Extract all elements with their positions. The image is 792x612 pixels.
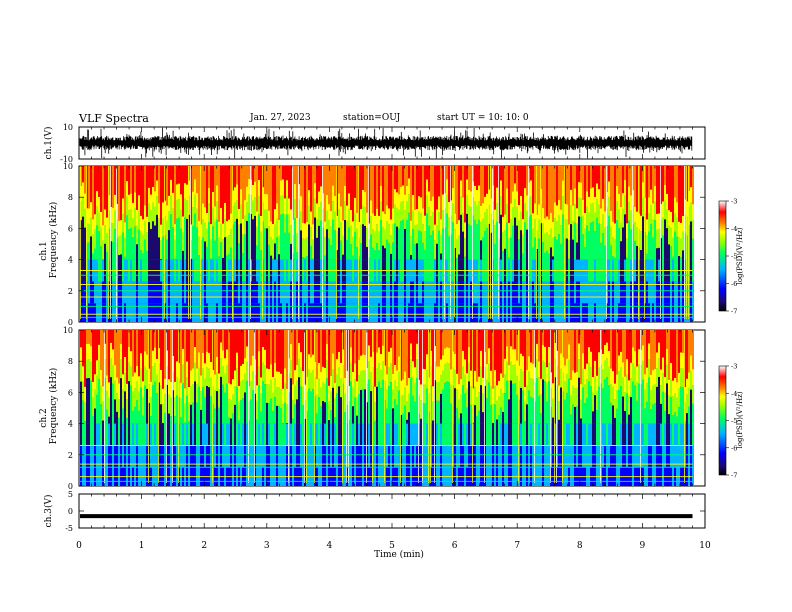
- y-tick-label: 4: [68, 420, 73, 429]
- y-tick-label: -10: [60, 155, 73, 164]
- colorbar-tick-label: -5: [731, 417, 737, 425]
- ch1-spec-ylabel-channel: ch.1: [39, 241, 49, 260]
- x-tick-label: 4: [327, 541, 333, 551]
- x-tick-label: 5: [389, 541, 395, 551]
- chart-title: VLF Spectra: [79, 112, 149, 125]
- colorbar-tick-label: -6: [731, 280, 737, 288]
- y-tick-label: 0: [68, 507, 73, 516]
- y-tick-label: 6: [68, 224, 73, 233]
- x-tick-label: 7: [514, 541, 520, 551]
- y-tick-label: 4: [68, 256, 73, 265]
- colorbar-tick-label: -6: [731, 444, 737, 452]
- y-tick-label: 2: [68, 287, 73, 296]
- colorbar-tick-label: -3: [731, 363, 737, 371]
- start-time-label: start UT = 10: 10: 0: [437, 113, 529, 123]
- y-tick-label: 10: [63, 123, 73, 132]
- colorbar-tick-label: -4: [731, 225, 737, 233]
- x-tick-label: 1: [139, 541, 145, 551]
- colorbar-ch1: [718, 200, 727, 312]
- x-tick-label: 6: [452, 541, 458, 551]
- ch2-spectrogram-plot: [80, 330, 694, 486]
- date-label: Jan. 27, 2023: [250, 113, 311, 123]
- ch2-spec-ylabel-channel: ch.2: [39, 408, 49, 427]
- ch3-waveform-frame: [78, 493, 706, 529]
- x-tick-label: 0: [76, 541, 82, 551]
- x-axis-label: Time (min): [374, 549, 424, 560]
- ch1-waveform-plot: [79, 127, 693, 159]
- x-tick-label: 3: [264, 541, 270, 551]
- colorbar-ch1-label: log(PSD)(V²/Hz): [736, 227, 744, 284]
- y-tick-label: 0: [68, 482, 73, 491]
- colorbar-tick-label: -7: [731, 308, 737, 316]
- y-tick-label: 0: [68, 318, 73, 327]
- x-tick-label: 9: [640, 541, 646, 551]
- x-tick-label: 10: [699, 541, 711, 551]
- colorbar-tick-label: -7: [731, 472, 737, 480]
- colorbar-tick-label: -4: [731, 390, 737, 398]
- y-tick-label: 6: [68, 388, 73, 397]
- ch3-ylabel: ch.3(V): [43, 495, 54, 528]
- colorbar-tick-label: -3: [731, 198, 737, 206]
- y-tick-label: 5: [68, 490, 73, 499]
- colorbar-tick-label: -5: [731, 253, 737, 261]
- x-tick-label: 2: [201, 541, 207, 551]
- y-tick-label: 10: [63, 326, 73, 335]
- y-tick-label: 10: [63, 162, 73, 171]
- y-tick-label: 8: [68, 193, 73, 202]
- x-tick-label: 8: [577, 541, 583, 551]
- colorbar-ticks: -3 -4 -5 -6 -7 -3 -4 -5 -6 -7: [726, 198, 737, 480]
- colorbar-ch2-label: log(PSD)(V²/Hz): [736, 391, 744, 448]
- station-label: station=OUJ: [343, 113, 401, 123]
- ch1-spec-ylabel-freq: Frequency (kHz): [48, 202, 59, 279]
- ch2-spec-ylabel-freq: Frequency (kHz): [48, 368, 59, 445]
- ch1-trace: [79, 127, 693, 159]
- y-tick-label: 8: [68, 357, 73, 366]
- colorbar-ch2: [718, 365, 727, 476]
- ch1-spectrogram-plot: [80, 166, 694, 322]
- y-tick-label: 2: [68, 451, 73, 460]
- y-tick-label: -5: [65, 524, 73, 533]
- ch1-ylabel: ch.1(V): [43, 127, 54, 160]
